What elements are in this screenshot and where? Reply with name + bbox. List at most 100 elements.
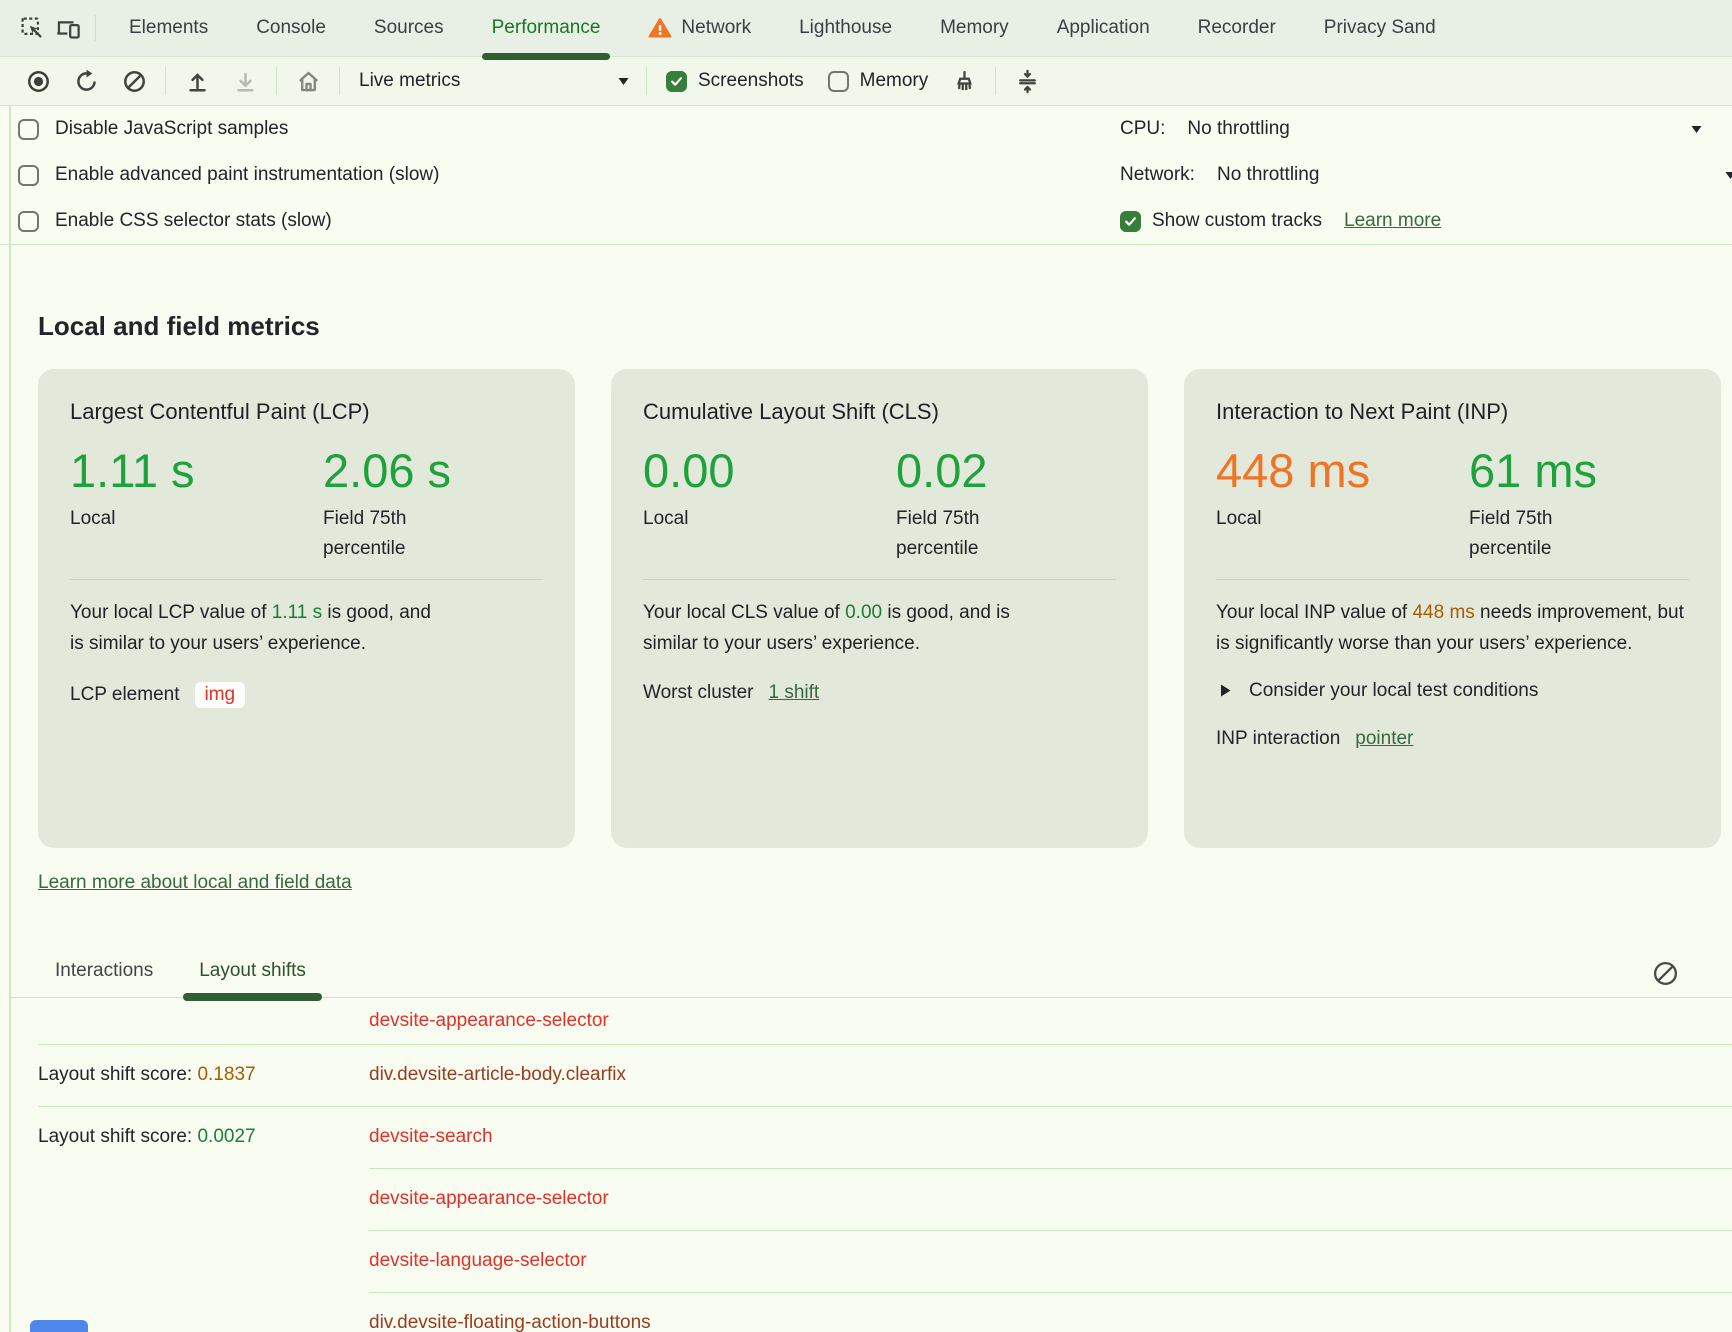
clear-log-icon[interactable]: [1651, 959, 1680, 988]
tab-privacy-sandbox[interactable]: Privacy Sand: [1300, 0, 1460, 56]
advanced-paint-checkbox[interactable]: [18, 164, 39, 186]
chevron-down-icon[interactable]: [1689, 123, 1704, 135]
tab-sources[interactable]: Sources: [350, 0, 468, 56]
worst-cluster-link[interactable]: 1 shift: [768, 681, 820, 703]
network-throttling-select[interactable]: No throttling: [1216, 164, 1320, 185]
network-label: Network:: [1120, 164, 1195, 185]
shift-element-link[interactable]: devsite-appearance-selector: [369, 1188, 609, 1209]
disable-js-samples-option[interactable]: Disable JavaScript samples: [18, 106, 1732, 152]
css-selector-stats-checkbox[interactable]: [18, 210, 39, 232]
custom-tracks-label: Show custom tracks: [1152, 210, 1322, 231]
layout-shift-row: devsite-language-selector: [0, 1230, 1732, 1292]
log-tabbar: Interactions Layout shifts: [10, 950, 1732, 1001]
upload-profile-icon[interactable]: [182, 66, 212, 96]
screenshots-toggle[interactable]: Screenshots: [666, 70, 804, 92]
warning-icon: [648, 17, 672, 39]
throttling-settings: CPU: No throttling Network: No throttlin…: [1120, 106, 1732, 244]
screenshots-label: Screenshots: [698, 70, 804, 91]
shift-element-link[interactable]: div.devsite-article-body.clearfix: [369, 1064, 626, 1085]
shift-element-link[interactable]: div.devsite-floating-action-buttons: [369, 1312, 651, 1332]
custom-tracks-checkbox[interactable]: [1120, 210, 1141, 232]
disclosure-label: Consider your local test conditions: [1249, 679, 1539, 701]
tab-label: Recorder: [1197, 17, 1276, 38]
shift-element-link[interactable]: devsite-language-selector: [369, 1250, 587, 1271]
cpu-throttling-select[interactable]: No throttling: [1187, 118, 1290, 139]
garbage-collect-icon[interactable]: [949, 66, 979, 96]
inspect-icon[interactable]: [14, 10, 50, 46]
tab-performance[interactable]: Performance: [468, 0, 625, 60]
lcp-card: Largest Contentful Paint (LCP) 1.11 s Lo…: [38, 369, 575, 848]
chevron-down-icon: [616, 75, 631, 87]
advanced-paint-option[interactable]: Enable advanced paint instrumentation (s…: [18, 152, 1732, 198]
inp-card: Interaction to Next Paint (INP) 448 ms L…: [1184, 369, 1721, 848]
cls-card: Cumulative Layout Shift (CLS) 0.00 Local…: [611, 369, 1148, 848]
tab-label: Memory: [940, 17, 1009, 38]
field-data-learn-more-link[interactable]: Learn more about local and field data: [38, 872, 352, 893]
local-test-conditions-disclosure[interactable]: Consider your local test conditions: [1216, 680, 1689, 702]
inp-interaction-link[interactable]: pointer: [1355, 727, 1414, 749]
cpu-label: CPU:: [1120, 118, 1166, 139]
tab-memory[interactable]: Memory: [916, 0, 1033, 56]
tab-label: Console: [256, 17, 326, 38]
shift-element-link[interactable]: devsite-search: [369, 1126, 493, 1147]
reload-icon[interactable]: [71, 66, 101, 96]
description-text: Your local CLS value of: [643, 602, 846, 624]
toolbar-separator: [276, 67, 277, 95]
tab-console[interactable]: Console: [232, 0, 350, 56]
layout-shift-row: devsite-appearance-selector: [0, 998, 1732, 1044]
capture-settings: Disable JavaScript samples Enable advanc…: [0, 106, 1732, 245]
inp-card-title: Interaction to Next Paint (INP): [1216, 399, 1509, 424]
memory-checkbox[interactable]: [827, 70, 849, 92]
home-icon[interactable]: [293, 66, 323, 96]
record-icon[interactable]: [23, 66, 53, 96]
tab-network[interactable]: Network: [624, 0, 775, 56]
tab-interactions[interactable]: Interactions: [55, 960, 154, 981]
lcp-local-label: Local: [70, 508, 116, 530]
css-selector-stats-option[interactable]: Enable CSS selector stats (slow): [18, 198, 1732, 244]
cpu-throttling-row: CPU: No throttling: [1120, 106, 1732, 152]
tab-lighthouse[interactable]: Lighthouse: [775, 0, 916, 56]
disable-js-samples-checkbox[interactable]: [18, 118, 39, 140]
worst-cluster-label: Worst cluster: [643, 681, 754, 703]
network-throttling-row: Network: No throttling: [1120, 152, 1732, 198]
cls-local-value: 0.00: [643, 444, 735, 497]
download-profile-icon[interactable]: [230, 66, 260, 96]
panel-mode-value: Live metrics: [359, 70, 461, 91]
tab-layout-shifts[interactable]: Layout shifts: [183, 960, 322, 1001]
toolbar-separator: [339, 67, 340, 95]
metrics-heading: Local and field metrics: [38, 311, 320, 341]
tab-recorder[interactable]: Recorder: [1174, 0, 1300, 56]
lcp-inline-value: 1.11 s: [271, 602, 323, 624]
clear-icon[interactable]: [119, 66, 149, 96]
custom-tracks-learn-more-link[interactable]: Learn more: [1344, 210, 1442, 231]
lcp-local-value: 1.11 s: [70, 444, 195, 497]
tab-application[interactable]: Application: [1033, 0, 1174, 56]
panel-mode-dropdown[interactable]: Live metrics: [347, 70, 639, 92]
tabbar-separator: [95, 15, 96, 41]
custom-tracks-toggle[interactable]: Show custom tracks: [1120, 210, 1322, 232]
shift-element-link[interactable]: devsite-appearance-selector: [369, 1010, 609, 1031]
lcp-element-link[interactable]: img: [194, 681, 246, 708]
toolbar-separator: [165, 67, 166, 95]
tab-elements[interactable]: Elements: [105, 0, 232, 56]
layout-shift-row: Layout shift score: 0.0027 devsite-searc…: [0, 1106, 1732, 1168]
score-label: Layout shift score:: [38, 1126, 198, 1147]
chevron-down-icon[interactable]: [1723, 169, 1732, 181]
description-text: needs improvement, but is significantly …: [1216, 602, 1684, 655]
inp-inline-value: 448 ms: [1412, 602, 1475, 624]
memory-toggle[interactable]: Memory: [827, 70, 928, 92]
tab-label: Application: [1056, 17, 1150, 38]
card-divider: [1216, 579, 1689, 581]
screenshots-checkbox[interactable]: [666, 70, 687, 92]
description-text: Your local INP value of: [1216, 602, 1413, 624]
card-divider: [643, 579, 1116, 581]
device-toolbar-icon[interactable]: [50, 10, 86, 46]
performance-pane: Disable JavaScript samples Enable advanc…: [0, 106, 1732, 1332]
layout-shift-row: devsite-appearance-selector: [0, 1168, 1732, 1230]
collapse-metrics-icon[interactable]: [1012, 66, 1042, 96]
cls-card-title: Cumulative Layout Shift (CLS): [643, 399, 939, 424]
metric-cards: Largest Contentful Paint (LCP) 1.11 s Lo…: [38, 369, 1732, 848]
lcp-element-label: LCP element: [70, 683, 180, 705]
tab-label: Lighthouse: [799, 17, 893, 38]
